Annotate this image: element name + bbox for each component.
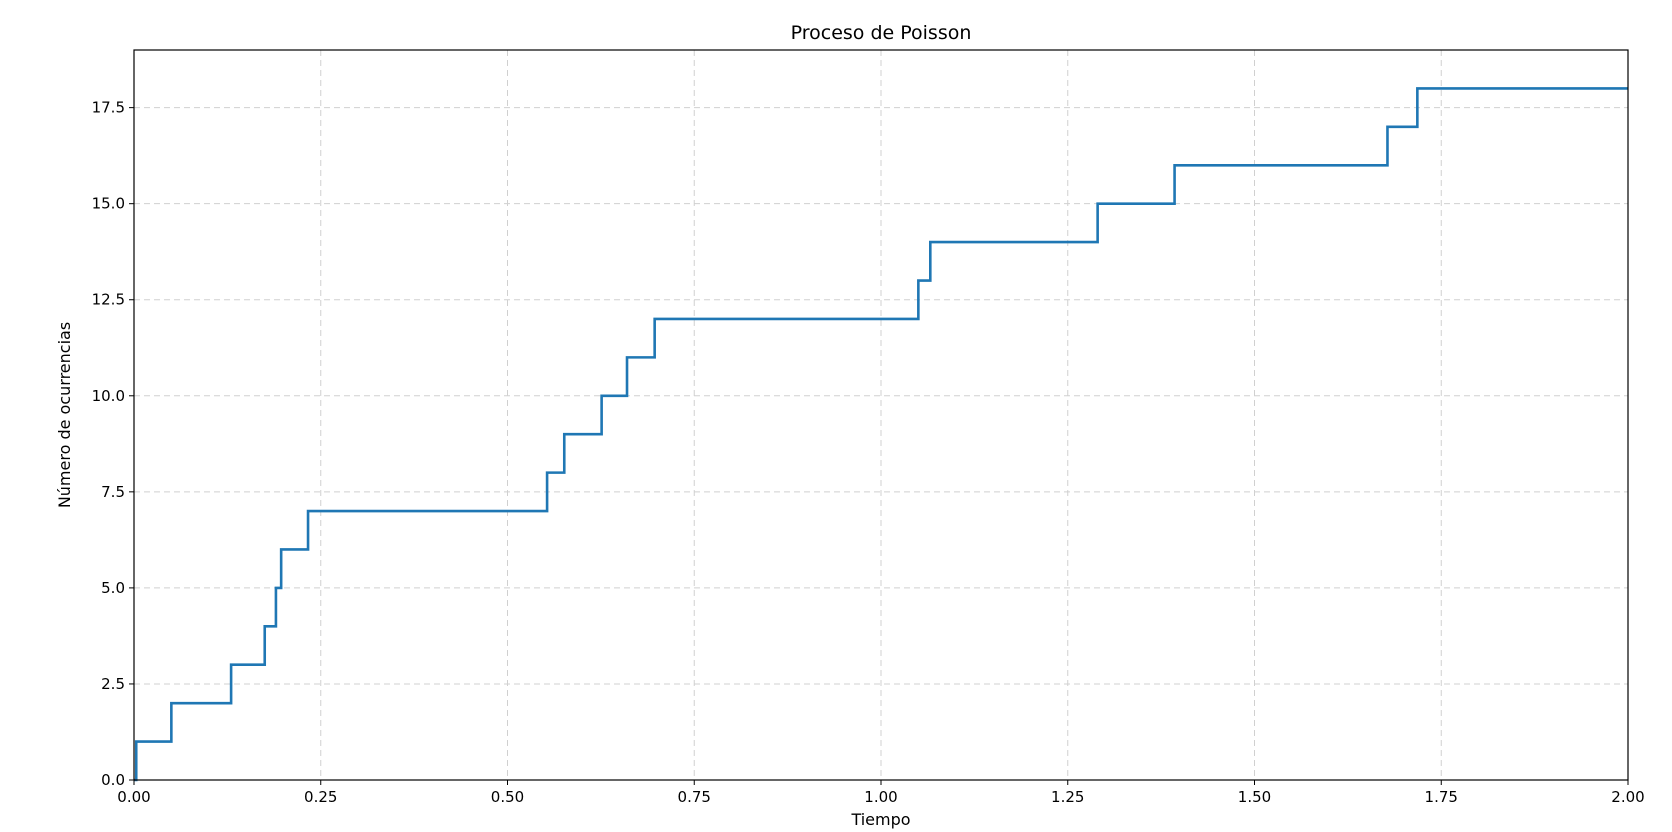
y-tick-label: 2.5 <box>101 675 125 693</box>
x-tick-label: 1.50 <box>1238 788 1271 806</box>
grid <box>133 50 1629 781</box>
x-tick-label: 0.75 <box>678 788 711 806</box>
y-tick-label: 17.5 <box>92 99 125 117</box>
y-tick-label: 15.0 <box>92 195 125 213</box>
chart-title: Proceso de Poisson <box>791 22 972 44</box>
x-tick-label: 1.75 <box>1425 788 1458 806</box>
step-series-line <box>134 87 1628 782</box>
x-axis-ticks: 0.00 0.25 0.50 0.75 1.00 1.25 1.50 1.75 2.00 <box>117 780 1645 806</box>
y-tick-label: 12.5 <box>92 291 125 309</box>
x-tick-label: 1.00 <box>864 788 897 806</box>
y-tick-label: 5.0 <box>101 579 125 597</box>
x-tick-label: 0.00 <box>117 788 150 806</box>
y-axis-ticks: 0.0 2.5 5.0 7.5 10.0 12.5 15.0 17.5 <box>92 99 134 789</box>
y-tick-label: 7.5 <box>101 483 125 501</box>
x-tick-label: 0.25 <box>304 788 337 806</box>
series-layer <box>134 87 1628 782</box>
x-tick-label: 2.00 <box>1611 788 1644 806</box>
x-tick-label: 0.50 <box>491 788 524 806</box>
x-axis-label: Tiempo <box>850 810 910 829</box>
y-tick-label: 0.0 <box>101 771 125 789</box>
y-axis-label: Número de ocurrencias <box>55 322 74 508</box>
y-tick-label: 10.0 <box>92 387 125 405</box>
x-tick-label: 1.25 <box>1051 788 1084 806</box>
